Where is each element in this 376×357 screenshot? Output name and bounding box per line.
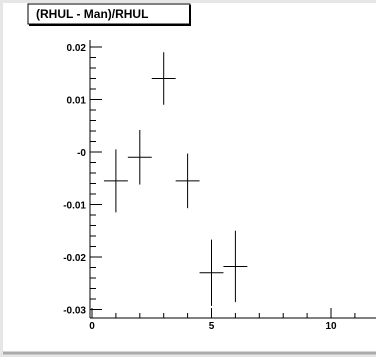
- data-point: [151, 52, 176, 105]
- y-tick-label: -0: [77, 148, 86, 159]
- data-point: [103, 149, 128, 213]
- data-point: [175, 153, 200, 209]
- x-tick-label: 10: [325, 321, 337, 332]
- y-tick-label: 0.02: [67, 43, 87, 54]
- chart-title: (RHUL - Man)/RHUL: [36, 7, 148, 21]
- pad-frame: [3, 3, 376, 353]
- data-point: [223, 230, 248, 303]
- title-box: (RHUL - Man)/RHUL: [27, 3, 191, 26]
- data-point: [127, 129, 152, 185]
- x-tick-label: 0: [89, 321, 95, 332]
- y-tick-label: -0.02: [63, 253, 86, 264]
- y-tick-label: 0.01: [67, 96, 87, 107]
- data-point: [199, 239, 224, 306]
- axis-tick-labels: 0.02 0.01 -0 -0.01 -0.02 -0.030 5 10: [63, 43, 337, 332]
- y-tick-label: -0.03: [63, 306, 86, 317]
- axis-ticks: [90, 46, 356, 318]
- y-tick-label: -0.01: [63, 201, 86, 212]
- data-points: [103, 52, 248, 306]
- x-tick-label: 5: [209, 321, 215, 332]
